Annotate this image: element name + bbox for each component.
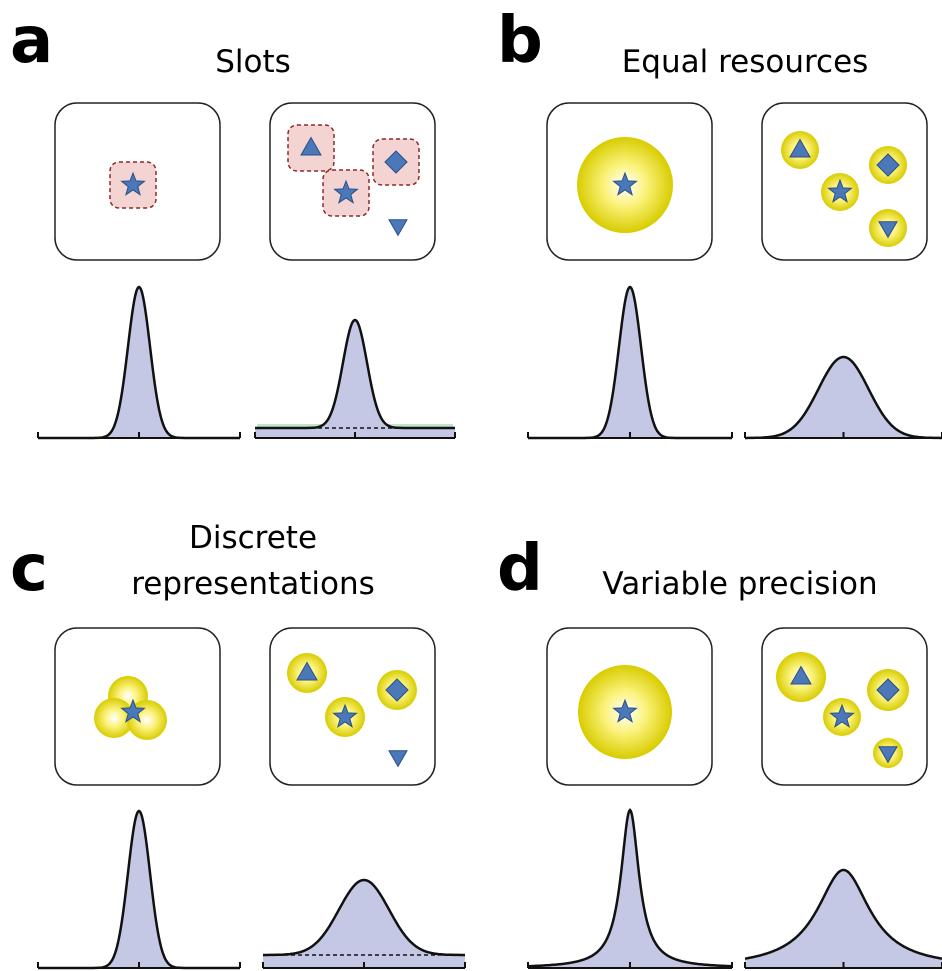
panel-letter: a (10, 4, 53, 78)
panel-title: Equal resources (622, 44, 869, 80)
density-fill (528, 287, 732, 438)
figure: a Slots b Equal resources c Discrete represent… (0, 0, 942, 971)
density-fill (745, 870, 942, 968)
panel-letter: d (497, 532, 543, 606)
density-fill (255, 320, 455, 438)
density-fill (745, 357, 942, 438)
panel-title: Slots (215, 44, 291, 80)
density-fill (38, 811, 240, 968)
density-fill (38, 287, 240, 438)
panel-title: representations (131, 566, 375, 602)
density-fill (528, 810, 732, 968)
panel-letter: c (10, 532, 48, 606)
panel-title: Variable precision (602, 566, 877, 602)
panel-title: Discrete (189, 520, 317, 556)
panel-letter: b (497, 4, 543, 78)
